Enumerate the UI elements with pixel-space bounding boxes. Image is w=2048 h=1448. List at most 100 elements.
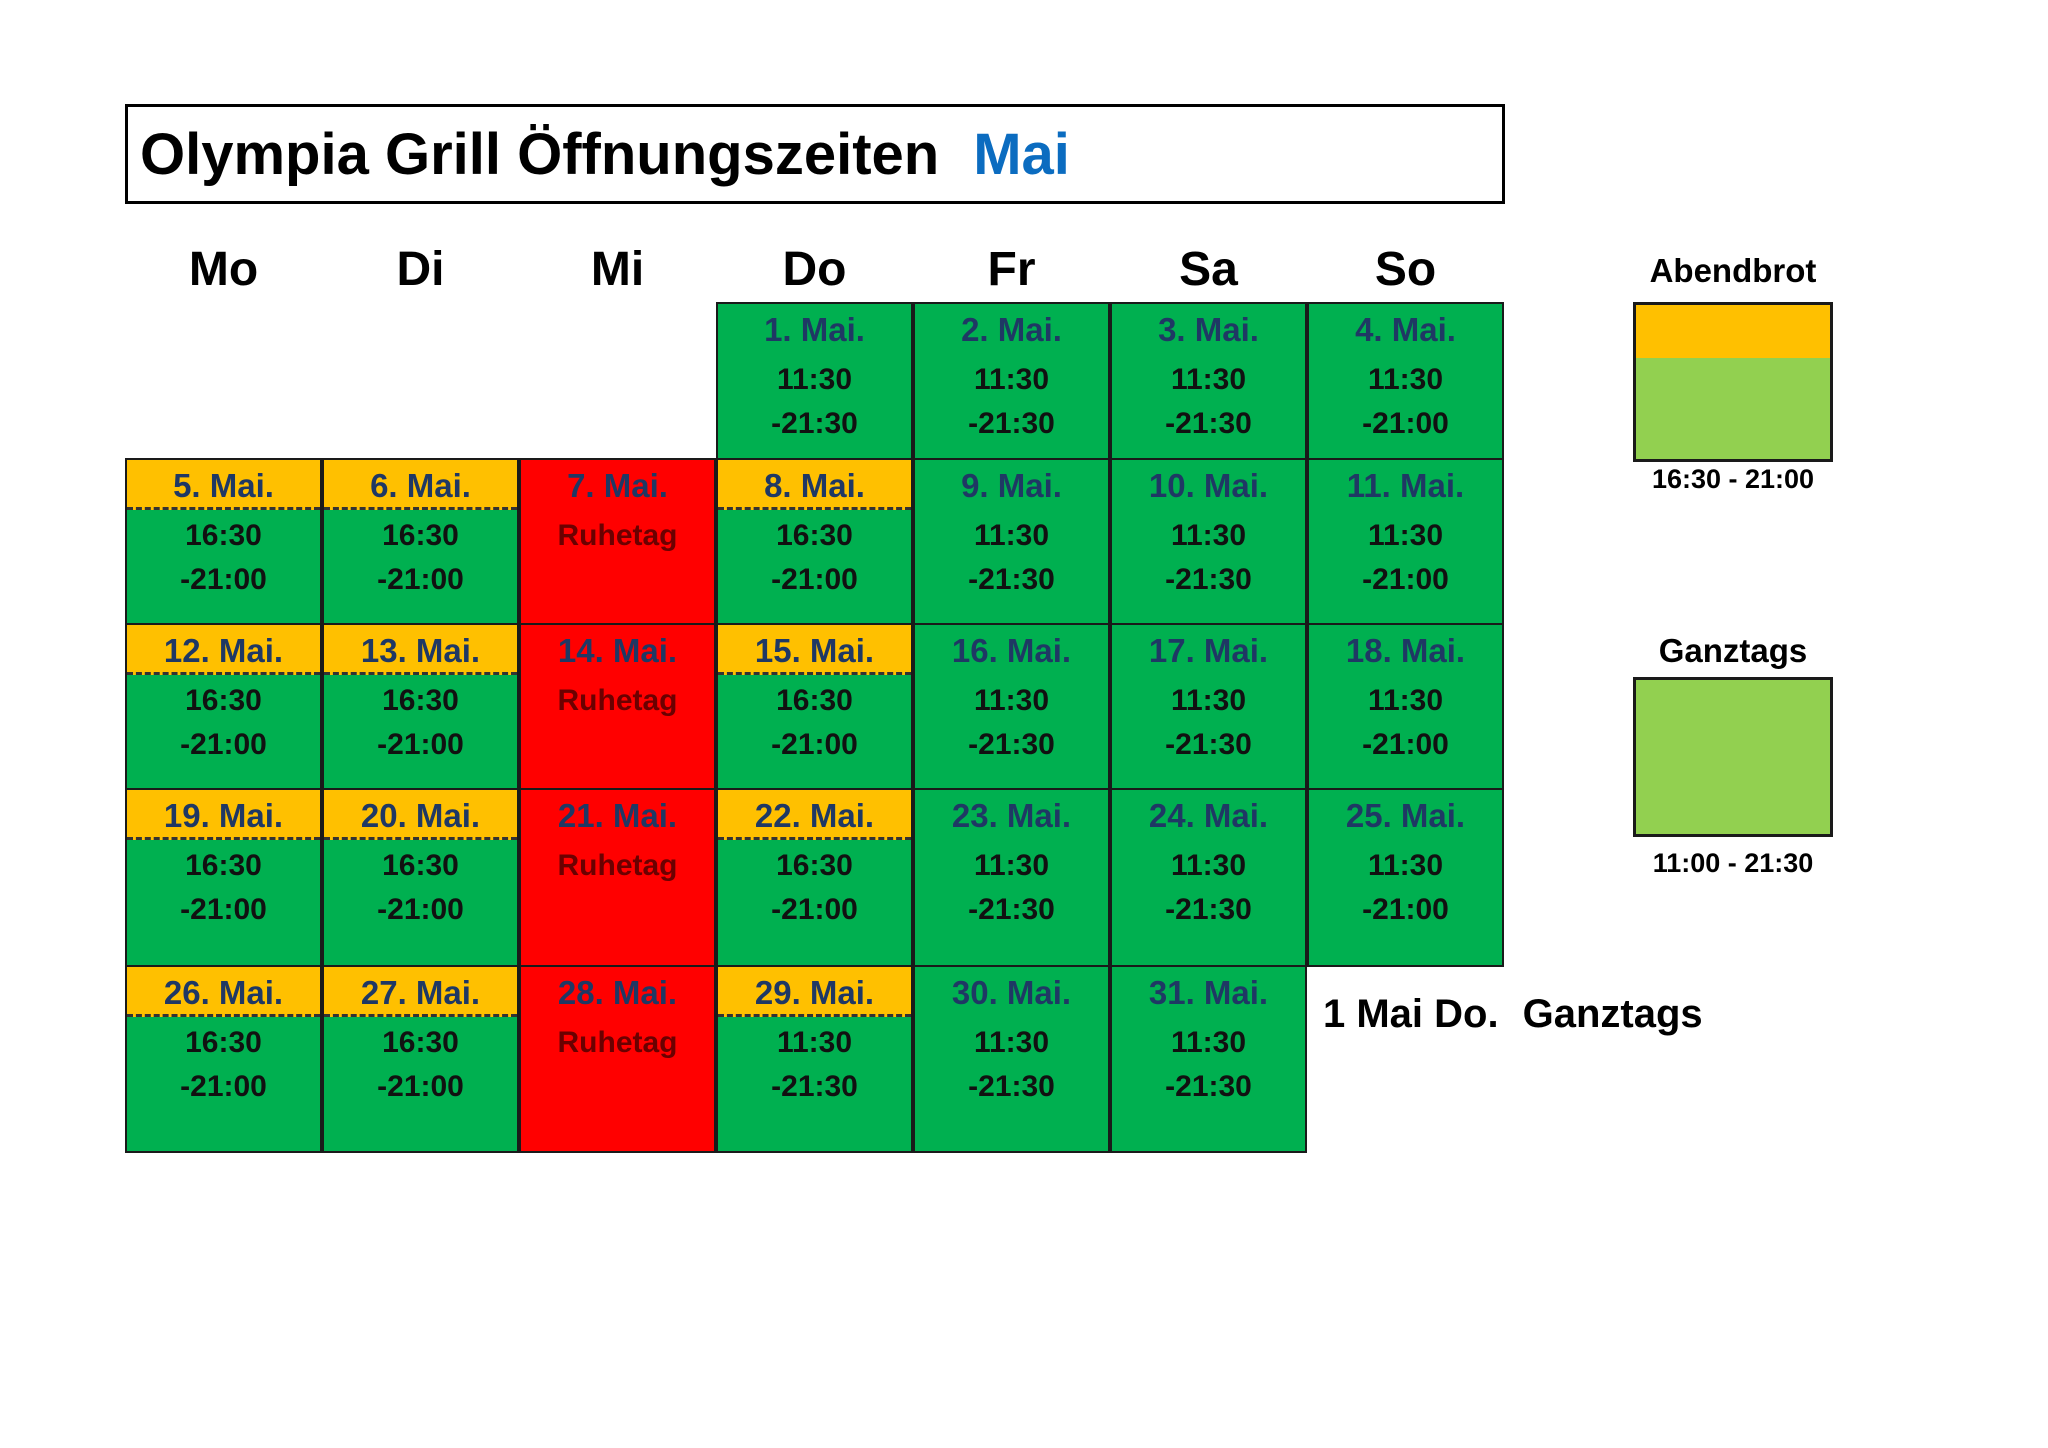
- day-close-time: -21:30: [1165, 893, 1252, 926]
- day-cell: 24. Mai. 11:30 -21:30: [1110, 788, 1307, 967]
- day-open-time: 16:30: [776, 519, 853, 552]
- day-cell: 11. Mai. 11:30 -21:00: [1307, 458, 1504, 625]
- day-close-time: -21:00: [771, 893, 858, 926]
- day-open-time: 16:30: [185, 849, 262, 882]
- day-close-time: -21:30: [1165, 563, 1252, 596]
- day-cell: 16. Mai. 11:30 -21:30: [913, 623, 1110, 790]
- legend-full-label: Ganztags: [1658, 632, 1808, 669]
- day-close-time: -21:00: [377, 1070, 464, 1103]
- day-cell: 19. Mai. 16:30 -21:00: [125, 788, 322, 967]
- day-cell: 26. Mai. 16:30 -21:00: [125, 965, 322, 1153]
- page-title: Olympia Grill Öffnungszeiten Mai: [125, 104, 1505, 204]
- day-open-time: 11:30: [1170, 684, 1247, 717]
- day-date: 8. Mai.: [718, 460, 911, 510]
- day-cell: 14. Mai. Ruhetag: [519, 623, 716, 790]
- day-open-time: 11:30: [1367, 684, 1444, 717]
- day-cell: 18. Mai. 11:30 -21:00: [1307, 623, 1504, 790]
- day-cell: 17. Mai. 11:30 -21:30: [1110, 623, 1307, 790]
- day-cell: 12. Mai. 16:30 -21:00: [125, 623, 322, 790]
- day-open-time: 11:30: [973, 1026, 1050, 1059]
- day-close-time: -21:30: [968, 1070, 1055, 1103]
- day-open-time: 11:30: [973, 363, 1050, 396]
- day-closed-label: Ruhetag: [557, 849, 678, 882]
- day-date: 5. Mai.: [127, 460, 320, 510]
- day-open-time: 11:30: [1170, 363, 1247, 396]
- day-cell: 20. Mai. 16:30 -21:00: [322, 788, 519, 967]
- day-open-time: 11:30: [1170, 849, 1247, 882]
- day-date: 15. Mai.: [718, 625, 911, 675]
- day-open-time: 16:30: [776, 849, 853, 882]
- day-date: 24. Mai.: [1148, 797, 1269, 834]
- day-open-time: 16:30: [776, 684, 853, 717]
- day-close-time: -21:00: [1362, 563, 1449, 596]
- special-note: 1 Mai Do. Ganztags: [1323, 992, 1703, 1037]
- day-close-time: -21:00: [1362, 407, 1449, 440]
- day-cell: 6. Mai. 16:30 -21:00: [322, 458, 519, 625]
- day-close-time: -21:30: [1165, 1070, 1252, 1103]
- day-closed-label: Ruhetag: [557, 519, 678, 552]
- day-date: 18. Mai.: [1345, 632, 1466, 669]
- day-close-time: -21:00: [180, 1070, 267, 1103]
- day-date: 12. Mai.: [127, 625, 320, 675]
- day-close-time: -21:30: [968, 563, 1055, 596]
- day-cell: 30. Mai. 11:30 -21:30: [913, 965, 1110, 1153]
- day-close-time: -21:00: [1362, 893, 1449, 926]
- day-open-time: 11:30: [973, 849, 1050, 882]
- legend-full-time: 11:00 - 21:30: [1652, 848, 1814, 878]
- legend-evening-label: Abendbrot: [1649, 252, 1817, 289]
- day-date: 25. Mai.: [1345, 797, 1466, 834]
- day-open-time: 11:30: [973, 519, 1050, 552]
- day-cell: 27. Mai. 16:30 -21:00: [322, 965, 519, 1153]
- day-date: 27. Mai.: [324, 967, 517, 1017]
- day-close-time: -21:00: [180, 728, 267, 761]
- day-date: 11. Mai.: [1346, 467, 1465, 504]
- day-date: 10. Mai.: [1148, 467, 1269, 504]
- day-date: 13. Mai.: [324, 625, 517, 675]
- day-close-time: -21:00: [377, 728, 464, 761]
- day-cell: 31. Mai. 11:30 -21:30: [1110, 965, 1307, 1153]
- day-open-time: 16:30: [185, 684, 262, 717]
- day-open-time: 16:30: [185, 1026, 262, 1059]
- day-cell: 22. Mai. 16:30 -21:00: [716, 788, 913, 967]
- day-open-time: 16:30: [382, 849, 459, 882]
- day-date: 23. Mai.: [951, 797, 1072, 834]
- day-date: 3. Mai.: [1158, 311, 1259, 348]
- day-open-time: 11:30: [776, 363, 853, 396]
- day-close-time: -21:00: [180, 893, 267, 926]
- weekday-header-so: So: [1374, 243, 1437, 296]
- day-open-time: 16:30: [382, 1026, 459, 1059]
- day-cell: 1. Mai. 11:30 -21:30: [716, 302, 913, 460]
- day-closed-label: Ruhetag: [557, 1026, 678, 1059]
- weekday-header-di: Di: [396, 243, 445, 296]
- day-date: 31. Mai.: [1148, 974, 1269, 1011]
- legend-evening-stripe: [1636, 305, 1830, 358]
- day-open-time: 16:30: [382, 519, 459, 552]
- day-cell: 4. Mai. 11:30 -21:00: [1307, 302, 1504, 460]
- day-date: 29. Mai.: [718, 967, 911, 1017]
- day-close-time: -21:30: [771, 407, 858, 440]
- day-cell: 7. Mai. Ruhetag: [519, 458, 716, 625]
- day-date: 2. Mai.: [961, 311, 1062, 348]
- title-month: Mai: [973, 121, 1070, 187]
- day-close-time: -21:00: [377, 893, 464, 926]
- day-cell: 8. Mai. 16:30 -21:00: [716, 458, 913, 625]
- day-cell: 3. Mai. 11:30 -21:30: [1110, 302, 1307, 460]
- day-open-time: 11:30: [1367, 519, 1444, 552]
- day-close-time: -21:00: [377, 563, 464, 596]
- legend-full-swatch: [1633, 677, 1833, 837]
- legend-evening-swatch: [1633, 302, 1833, 462]
- day-date: 4. Mai.: [1355, 311, 1456, 348]
- special-note-value: Ganztags: [1522, 992, 1703, 1036]
- day-cell: 9. Mai. 11:30 -21:30: [913, 458, 1110, 625]
- day-close-time: -21:00: [771, 563, 858, 596]
- day-close-time: -21:30: [968, 728, 1055, 761]
- weekday-header-fr: Fr: [987, 243, 1036, 296]
- day-date: 20. Mai.: [324, 790, 517, 840]
- day-close-time: -21:00: [771, 728, 858, 761]
- day-cell: 23. Mai. 11:30 -21:30: [913, 788, 1110, 967]
- day-cell: 21. Mai. Ruhetag: [519, 788, 716, 967]
- day-open-time: 16:30: [382, 684, 459, 717]
- day-open-time: 11:30: [1367, 363, 1444, 396]
- day-open-time: 11:30: [1170, 1026, 1247, 1059]
- day-close-time: -21:00: [1362, 728, 1449, 761]
